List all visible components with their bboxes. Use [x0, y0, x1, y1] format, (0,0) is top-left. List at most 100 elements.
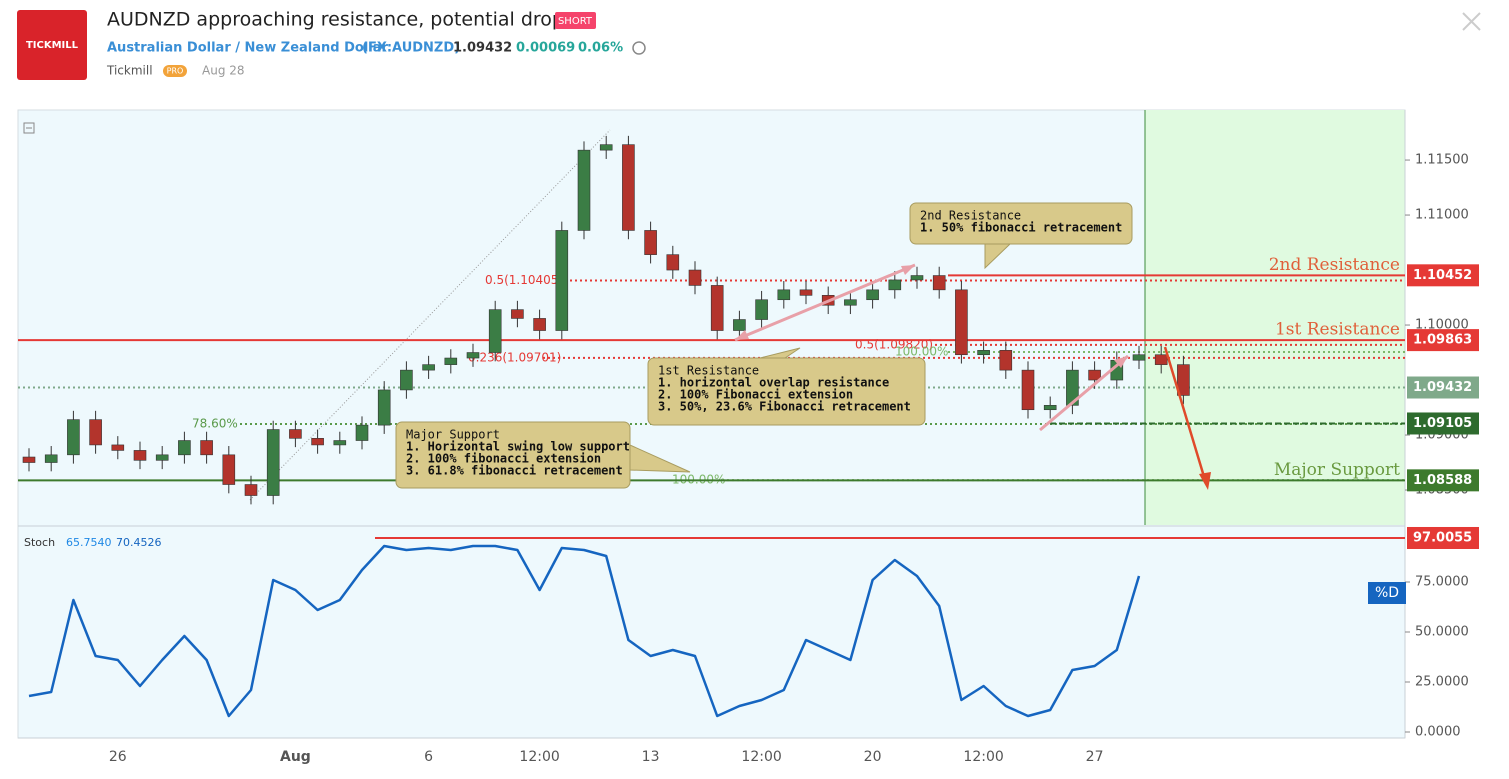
callout-title: 2nd Resistance	[920, 209, 1021, 223]
callout-box	[909, 202, 1133, 245]
price-tag	[1407, 264, 1479, 287]
arrow-head	[735, 330, 749, 340]
fib-label: 0.236(1.09701)	[468, 350, 561, 364]
price-tag-label: 1.10452	[1413, 268, 1472, 283]
price-tag-label: 1.09105	[1413, 416, 1472, 431]
candle-body	[377, 389, 391, 426]
y-tick-label: 1.10000	[1415, 318, 1469, 333]
author[interactable]: Tickmill	[106, 64, 153, 78]
candle-body	[844, 299, 857, 306]
collapse-button[interactable]	[23, 122, 35, 134]
candle-body	[955, 289, 968, 356]
candle-body	[444, 357, 458, 365]
candle-body	[932, 275, 946, 291]
stoch-k: 65.7540	[66, 536, 112, 549]
candle-body	[1177, 364, 1190, 396]
candle-body	[688, 269, 702, 286]
price-tag-label: 1.09432	[1413, 380, 1472, 395]
stoch-tick-label: 75.0000	[1415, 575, 1469, 590]
candle-body	[400, 369, 413, 391]
y-tick-label: 1.11500	[1415, 153, 1469, 168]
x-tick-label: 27	[1086, 749, 1104, 765]
candle-body	[67, 419, 80, 456]
candle-body	[710, 285, 724, 331]
callout-line: 1. horizontal overlap resistance	[658, 376, 889, 390]
stoch-name: Stoch	[24, 536, 55, 549]
callout-line: 1. Horizontal swing low support	[406, 440, 630, 454]
candle-body	[266, 429, 280, 496]
logo-text: TICKMILL	[26, 40, 79, 51]
candle-body	[999, 350, 1013, 371]
level-name: Major Support	[1274, 460, 1400, 480]
price: 1.09432	[453, 41, 512, 56]
candle-body	[799, 289, 813, 296]
alarm-icon[interactable]	[632, 41, 646, 55]
stoch-tag-label: 97.0055	[1413, 530, 1472, 545]
callout-box	[647, 357, 926, 426]
candle-body	[1066, 369, 1079, 406]
price-tag	[1407, 376, 1479, 399]
candle-body	[666, 254, 680, 271]
projection-zone	[1145, 110, 1405, 525]
stoch-tick-label: 50.0000	[1415, 625, 1469, 640]
pro-badge-text: PRO	[167, 67, 184, 76]
close-button[interactable]	[1462, 12, 1481, 31]
candle-body	[888, 279, 902, 291]
change: 0.00069	[516, 41, 575, 56]
symbol[interactable]: (FX:AUDNZD)	[362, 41, 460, 56]
candle-body	[244, 484, 258, 496]
fib-label: 78.60%	[192, 417, 238, 431]
pattern-arrow	[734, 263, 916, 342]
candle-body	[755, 299, 768, 320]
x-tick-label: Aug	[280, 749, 311, 765]
stoch-tick-label: 0.0000	[1415, 725, 1461, 740]
callout-title: Major Support	[406, 428, 500, 442]
price-tag-label: 1.08588	[1413, 473, 1472, 488]
candle-body	[733, 319, 746, 331]
instrument[interactable]: Australian Dollar / New Zealand Dollar	[107, 41, 389, 56]
candle-body	[44, 454, 58, 463]
candle-body	[355, 424, 369, 441]
candle-body	[622, 144, 635, 231]
idea-title: AUDNZD approaching resistance, potential…	[107, 9, 572, 31]
candle-body	[222, 454, 236, 485]
candle-body	[111, 444, 125, 451]
candle-body	[533, 318, 546, 331]
candle-body	[511, 309, 524, 319]
y-tick-label: 1.11000	[1415, 208, 1469, 223]
candle-body	[1154, 354, 1168, 365]
callout-line: 2. 100% Fibonacci extension	[658, 388, 853, 402]
candle-body	[910, 275, 924, 281]
callout-line: 3. 50%, 23.6% Fibonacci retracement	[658, 400, 911, 414]
arrow-head	[1199, 472, 1211, 490]
candle-body	[1132, 354, 1146, 361]
x-tick-label: 13	[642, 749, 660, 765]
x-tick-label: 12:00	[519, 749, 559, 765]
price-tag	[1407, 412, 1479, 435]
arrow-head	[901, 265, 915, 275]
fib-trend-line	[249, 129, 611, 501]
price-tag-label: 1.09863	[1413, 333, 1472, 348]
candle-body	[1021, 369, 1035, 411]
candle-body	[488, 309, 502, 353]
stoch-line	[28, 544, 1141, 718]
callout-line: 2. 100% fibonacci extension	[406, 452, 601, 466]
candle-body	[311, 438, 324, 446]
candle-body	[200, 440, 213, 456]
x-tick-label: 20	[864, 749, 882, 765]
arrow-head	[1114, 356, 1128, 368]
candle-body	[577, 149, 591, 231]
candle-body	[977, 350, 990, 356]
stoch-badge-text: %D	[1375, 585, 1399, 601]
candle-body	[466, 352, 480, 359]
callout-line: 1. 50% fibonacci retracement	[920, 221, 1122, 235]
candle-body	[89, 419, 102, 446]
change-pct: 0.06%	[578, 41, 623, 56]
candle-body	[155, 454, 169, 461]
candle-body	[866, 289, 879, 301]
candle-body	[777, 289, 791, 301]
candle-body	[333, 440, 347, 446]
x-tick-label: 12:00	[741, 749, 781, 765]
